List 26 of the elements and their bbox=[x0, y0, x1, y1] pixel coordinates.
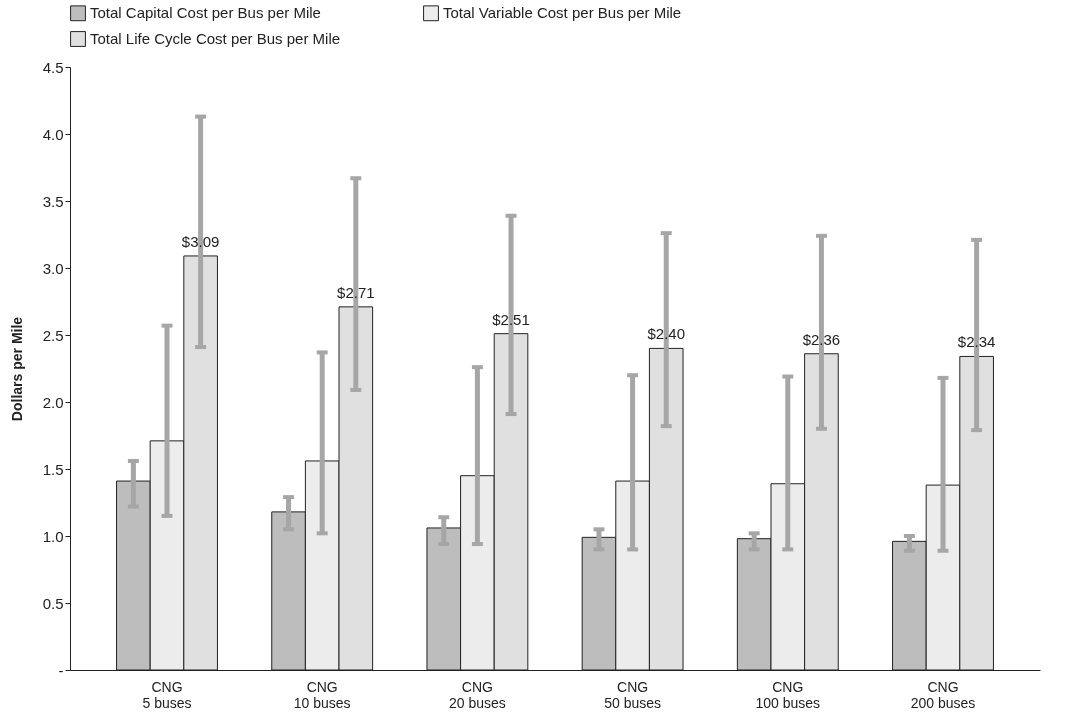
legend-label: Total Variable Cost per Bus per Mile bbox=[443, 4, 682, 22]
x-tick-label: CNG 100 buses bbox=[755, 678, 821, 711]
y-tick-label: 0.5 bbox=[42, 594, 64, 612]
y-tick-label: 4.5 bbox=[42, 58, 64, 76]
x-tick-label: CNG 5 buses bbox=[142, 678, 192, 711]
data-label: $2.34 bbox=[957, 333, 996, 351]
y-tick-label: 2.0 bbox=[42, 393, 64, 411]
legend-label: Total Life Cycle Cost per Bus per Mile bbox=[90, 30, 341, 47]
data-label: $3.09 bbox=[181, 232, 220, 250]
y-tick-label: 4.0 bbox=[42, 125, 64, 143]
data-label: $2.71 bbox=[337, 283, 375, 301]
data-label: $2.51 bbox=[492, 310, 530, 328]
x-tick-label: CNG 200 buses bbox=[910, 678, 976, 711]
y-axis-title: Dollars per Mile bbox=[8, 316, 25, 422]
y-tick-label: 3.5 bbox=[42, 192, 64, 210]
legend-label: Total Capital Cost per Bus per Mile bbox=[90, 4, 321, 22]
y-tick-label: 2.5 bbox=[42, 326, 64, 344]
data-label: $2.40 bbox=[647, 325, 685, 343]
y-tick-label: - bbox=[58, 661, 64, 679]
data-label: $2.36 bbox=[802, 330, 841, 348]
x-tick-label: CNG 50 buses bbox=[604, 678, 662, 711]
y-tick-label: 1.0 bbox=[42, 527, 64, 545]
x-tick-label: CNG 20 buses bbox=[448, 678, 506, 711]
y-tick-label: 1.5 bbox=[42, 460, 64, 478]
x-tick-label: CNG 10 buses bbox=[293, 678, 351, 711]
y-tick-label: 3.0 bbox=[42, 259, 64, 277]
